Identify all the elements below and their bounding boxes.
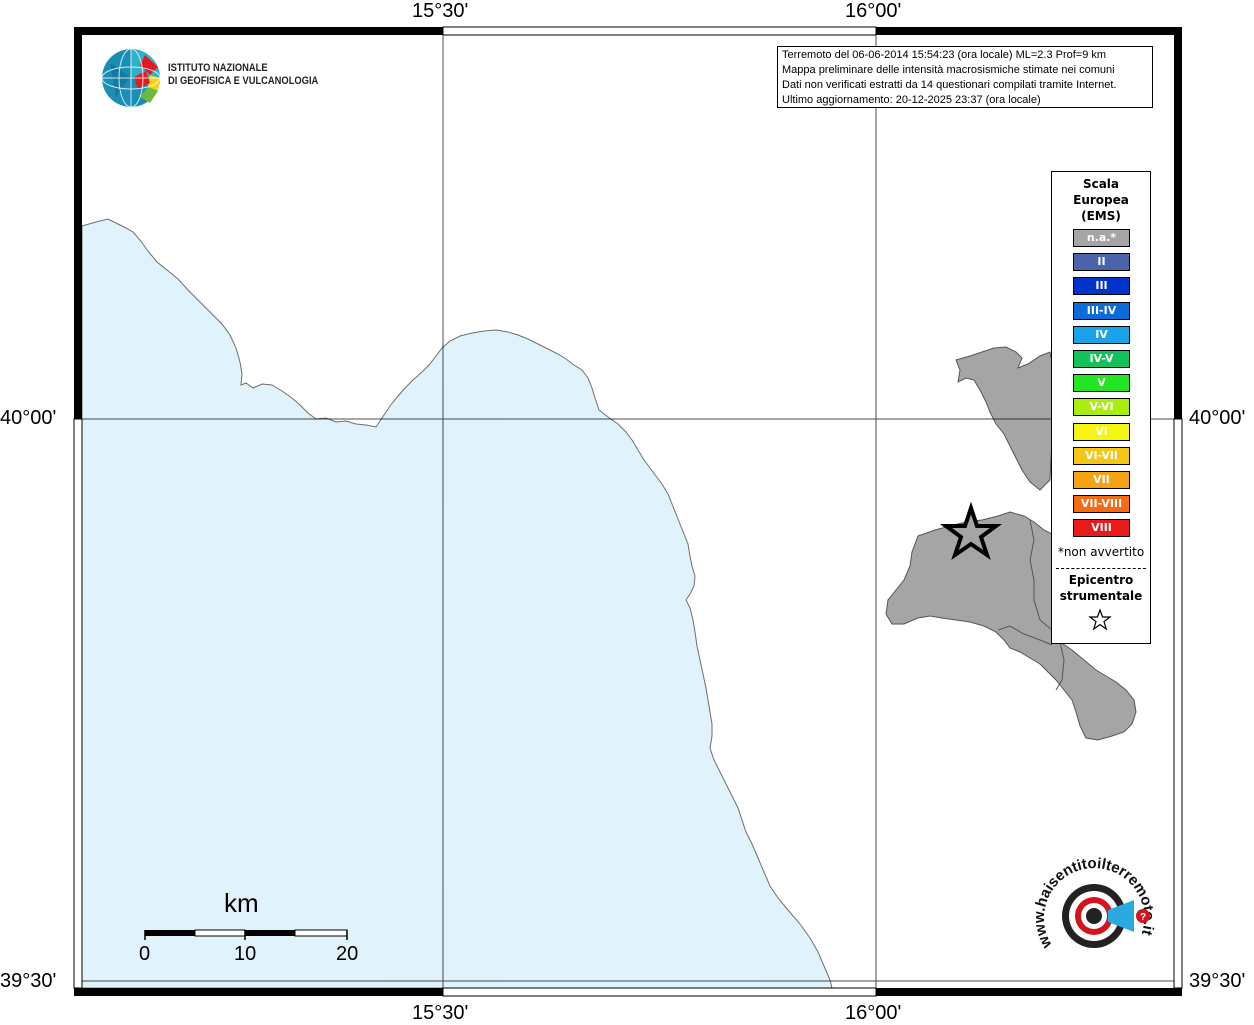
- lon-label-bottom-right: 16°00': [845, 1002, 902, 1024]
- scale-label-0: 0: [139, 943, 151, 965]
- region-border-line: [997, 519, 1065, 691]
- ingv-globe-icon: [101, 48, 161, 108]
- scale-title: km: [224, 888, 259, 918]
- svg-text:?: ?: [1140, 912, 1146, 923]
- earthquake-info-box: Terremoto del 06-06-2014 15:54:23 (ora l…: [777, 46, 1153, 108]
- legend-title: Scala Europea (EMS): [1052, 176, 1150, 224]
- legend-item: IV-V: [1073, 350, 1130, 368]
- ems-legend: Scala Europea (EMS) n.a.* II III III-IV IV IV…: [1051, 171, 1151, 644]
- info-line-2: Mappa preliminare delle intensità macros…: [782, 64, 1115, 76]
- lon-label-bottom-left: 15°30': [412, 1002, 469, 1024]
- lat-label-right-bottom: 39°30': [1189, 970, 1246, 992]
- scale-bar: [144, 929, 348, 940]
- scale-label-10: 10: [234, 943, 257, 965]
- legend-note: *non avvertito: [1057, 545, 1145, 559]
- ingv-logo: [100, 47, 330, 109]
- legend-title-line2: Europea: [1073, 193, 1129, 207]
- legend-item: VIII: [1073, 519, 1130, 538]
- legend-item: V-VI: [1073, 398, 1130, 417]
- scale-label-20: 20: [336, 943, 359, 965]
- legend-item: V: [1073, 374, 1130, 393]
- legend-item: III-IV: [1073, 301, 1130, 320]
- legend-title-line3: (EMS): [1081, 209, 1121, 223]
- legend-epicenter-line1: Epicentro: [1068, 573, 1134, 587]
- grid-lines: [78, 32, 1178, 992]
- legend-epicenter-label: Epicentro strumentale: [1052, 572, 1150, 604]
- lat-label-left-top: 40°00': [0, 407, 57, 429]
- legend-item: n.a.*: [1073, 229, 1130, 247]
- lon-label-top-left: 15°30': [412, 0, 469, 22]
- legend-item: VI: [1073, 422, 1130, 441]
- legend-title-line1: Scala: [1082, 177, 1120, 191]
- epicenter-star-icon: [939, 501, 1003, 561]
- info-line-1: Terremoto del 06-06-2014 15:54:23 (ora l…: [782, 49, 1107, 61]
- legend-separator: [1056, 568, 1146, 569]
- legend-item: IV: [1073, 325, 1130, 344]
- haisentito-logo: www.haisentitoilterremoto.it ?: [1030, 850, 1160, 980]
- legend-item: VII: [1073, 471, 1130, 489]
- ingv-name-line1: ISTITUTO NAZIONALE: [168, 62, 268, 74]
- legend-item: II: [1073, 253, 1130, 272]
- legend-star-icon: [1088, 608, 1112, 631]
- info-line-4: Ultimo aggiornamento: 20-12-2025 23:37 (…: [782, 94, 1041, 106]
- legend-item: VI-VII: [1073, 446, 1130, 465]
- ingv-name: ISTITUTO NAZIONALE DI GEOFISICA E VULCAN…: [168, 62, 318, 88]
- haisentito-target-icon: www.haisentitoilterremoto.it ?: [1031, 855, 1157, 952]
- legend-item: VII-VIII: [1073, 495, 1130, 514]
- legend-item: III: [1073, 277, 1130, 296]
- ingv-name-line2: DI GEOFISICA E VULCANOLOGIA: [168, 75, 319, 87]
- lat-label-left-bottom: 39°30': [0, 970, 57, 992]
- legend-epicenter-line2: strumentale: [1059, 589, 1143, 603]
- lat-label-right-top: 40°00': [1189, 407, 1246, 429]
- frame-border: [73, 26, 1183, 997]
- lon-label-top-right: 16°00': [845, 0, 902, 22]
- info-line-3: Dati non verificati estratti da 14 quest…: [782, 79, 1117, 91]
- sea-area: [81, 218, 833, 989]
